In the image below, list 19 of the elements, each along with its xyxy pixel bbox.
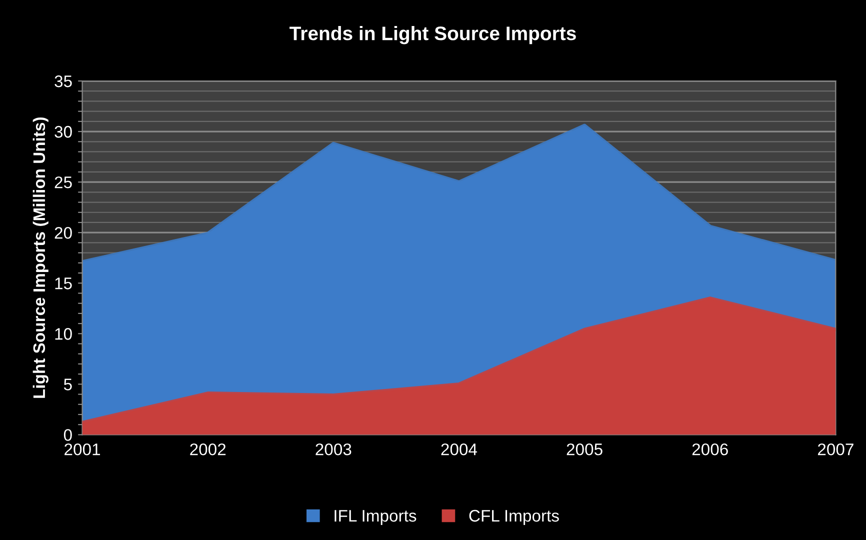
y-tick-label: 5 <box>64 378 72 390</box>
x-tick-label: 2007 <box>818 443 854 456</box>
legend-label: CFL Imports <box>469 510 559 525</box>
y-tick-label: 20 <box>54 226 72 239</box>
x-tick-label: 2006 <box>692 443 728 456</box>
chart-title: Trends in Light Source Imports <box>290 26 576 44</box>
x-tick-label: 2005 <box>566 443 602 456</box>
x-tick-label: 2001 <box>64 443 100 456</box>
legend-label: IFL Imports <box>334 510 416 525</box>
y-tick-label: 30 <box>54 126 72 138</box>
y-tick-label: 0 <box>64 429 72 441</box>
y-tick-label: 25 <box>54 176 72 188</box>
y-tick-label: 15 <box>55 278 72 290</box>
y-tick-label: 35 <box>54 75 72 88</box>
y-axis-title: Light Source Imports (Million Units) <box>32 117 48 398</box>
x-tick-label: 2004 <box>441 443 478 456</box>
x-tick-label: 2003 <box>316 443 352 456</box>
y-tick-label: 10 <box>55 328 72 340</box>
x-tick-label: 2002 <box>190 443 226 456</box>
